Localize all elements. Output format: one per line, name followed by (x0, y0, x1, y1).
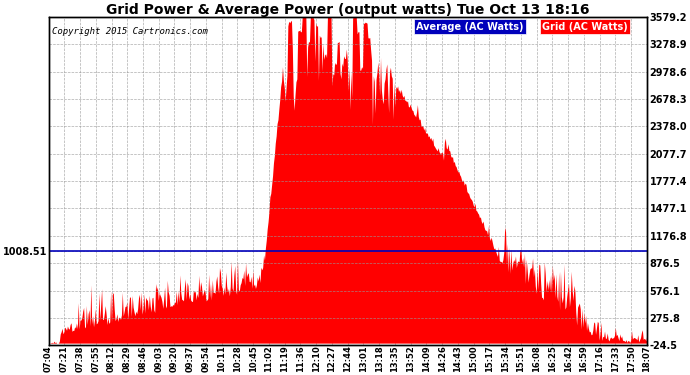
Title: Grid Power & Average Power (output watts) Tue Oct 13 18:16: Grid Power & Average Power (output watts… (106, 3, 589, 17)
Text: Copyright 2015 Cartronics.com: Copyright 2015 Cartronics.com (52, 27, 208, 36)
Text: Average (AC Watts): Average (AC Watts) (417, 22, 524, 32)
Text: Grid (AC Watts): Grid (AC Watts) (542, 22, 628, 32)
